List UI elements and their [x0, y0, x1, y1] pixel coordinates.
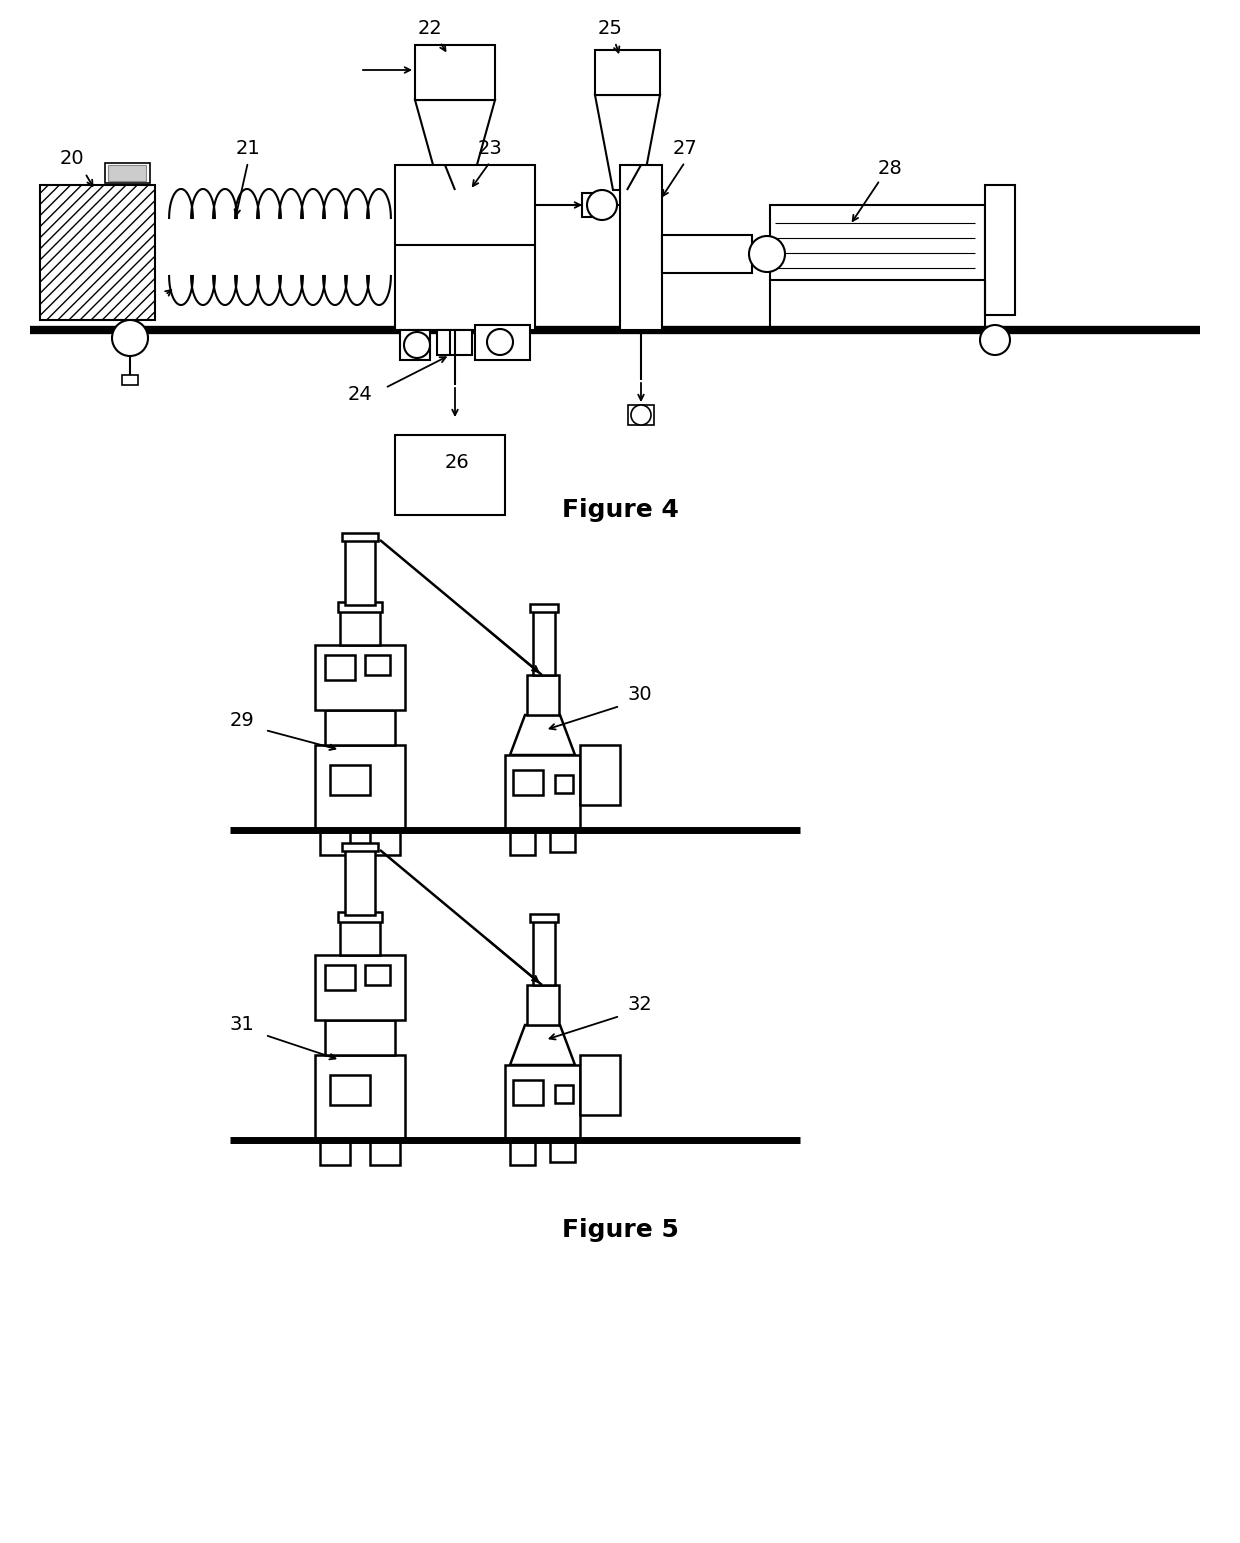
- Bar: [339, 602, 382, 613]
- Bar: [342, 842, 378, 852]
- Circle shape: [749, 236, 785, 272]
- Bar: [662, 235, 751, 273]
- Text: 22: 22: [418, 19, 443, 37]
- Circle shape: [404, 332, 430, 358]
- Bar: [320, 1140, 350, 1165]
- Polygon shape: [510, 1025, 575, 1065]
- Bar: [513, 1080, 543, 1105]
- Bar: [985, 185, 1016, 315]
- Bar: [315, 645, 405, 710]
- Bar: [580, 745, 620, 805]
- Bar: [529, 603, 558, 613]
- Bar: [580, 1055, 620, 1116]
- Bar: [556, 1085, 573, 1103]
- Polygon shape: [510, 714, 575, 755]
- Bar: [370, 1140, 401, 1165]
- Bar: [527, 674, 559, 714]
- Bar: [122, 375, 138, 386]
- Bar: [108, 165, 146, 181]
- Bar: [510, 830, 534, 855]
- Bar: [595, 49, 660, 96]
- Text: 28: 28: [878, 159, 903, 177]
- Text: 25: 25: [598, 19, 622, 37]
- Bar: [396, 435, 505, 515]
- Polygon shape: [415, 100, 495, 190]
- Bar: [582, 193, 601, 218]
- Bar: [505, 1065, 580, 1140]
- Bar: [370, 830, 401, 855]
- Bar: [527, 984, 559, 1025]
- Bar: [340, 920, 379, 955]
- Circle shape: [487, 329, 513, 355]
- Text: 21: 21: [236, 139, 260, 157]
- Bar: [529, 913, 558, 923]
- Bar: [345, 850, 374, 915]
- Circle shape: [587, 190, 618, 221]
- Bar: [401, 330, 430, 360]
- Bar: [533, 920, 556, 984]
- Bar: [551, 830, 575, 852]
- Bar: [505, 755, 580, 830]
- Bar: [330, 765, 370, 795]
- Text: 27: 27: [672, 139, 697, 157]
- Text: 23: 23: [477, 139, 502, 157]
- Bar: [315, 955, 405, 1020]
- Bar: [345, 540, 374, 605]
- Bar: [513, 770, 543, 795]
- Circle shape: [631, 404, 651, 424]
- Text: 31: 31: [229, 1015, 254, 1034]
- Bar: [556, 775, 573, 793]
- Text: Figure 5: Figure 5: [562, 1217, 678, 1242]
- Bar: [475, 326, 529, 360]
- Bar: [436, 330, 472, 355]
- Bar: [365, 964, 391, 984]
- Text: 30: 30: [627, 685, 652, 705]
- Bar: [342, 532, 378, 542]
- Bar: [315, 1055, 405, 1140]
- Bar: [551, 1140, 575, 1162]
- Text: 26: 26: [445, 452, 470, 472]
- Bar: [415, 45, 495, 100]
- Text: Figure 4: Figure 4: [562, 498, 678, 522]
- Bar: [325, 1020, 396, 1055]
- Bar: [330, 1075, 370, 1105]
- Bar: [325, 964, 355, 991]
- Bar: [620, 165, 662, 330]
- Bar: [340, 609, 379, 645]
- Text: 29: 29: [229, 710, 254, 730]
- Bar: [365, 654, 391, 674]
- Circle shape: [980, 326, 1011, 355]
- Bar: [533, 609, 556, 674]
- Bar: [315, 745, 405, 830]
- Text: 32: 32: [627, 995, 652, 1014]
- Bar: [627, 404, 653, 424]
- Polygon shape: [595, 96, 660, 190]
- Text: 24: 24: [347, 386, 372, 404]
- Circle shape: [112, 319, 148, 356]
- Bar: [396, 165, 534, 330]
- Bar: [40, 185, 155, 319]
- Bar: [325, 654, 355, 680]
- Bar: [320, 830, 350, 855]
- Text: 20: 20: [60, 148, 84, 168]
- Bar: [105, 164, 150, 184]
- Bar: [325, 710, 396, 745]
- Bar: [770, 205, 985, 279]
- Bar: [510, 1140, 534, 1165]
- Bar: [339, 912, 382, 923]
